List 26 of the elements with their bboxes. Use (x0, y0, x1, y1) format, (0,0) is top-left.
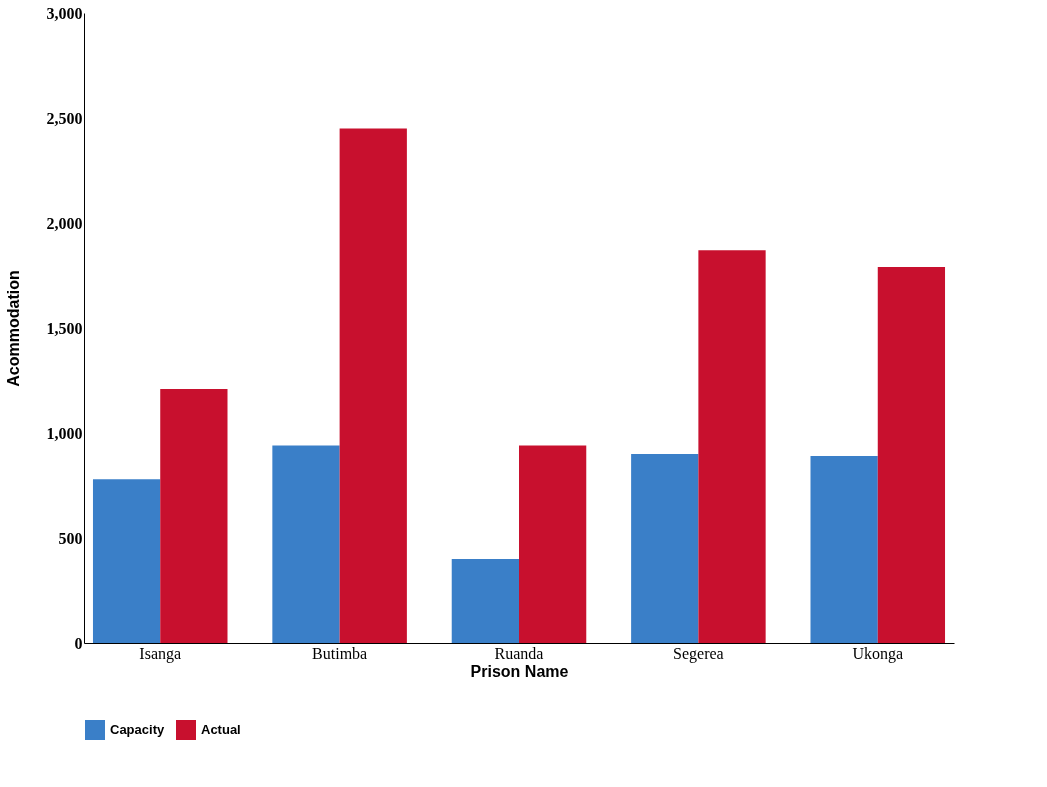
x-tick-label: Butimba (312, 644, 368, 662)
bar (339, 128, 407, 643)
x-tick-label: Segerea (673, 644, 724, 663)
y-tick-label: 3,000 (46, 4, 83, 22)
y-axis-title: Acommodation (4, 270, 22, 387)
x-tick-label: Ruanda (494, 644, 544, 662)
bar (810, 456, 878, 643)
x-tick-label: Isanga (139, 644, 182, 663)
legend-label: Capacity (110, 722, 165, 737)
y-tick-label: 1,500 (46, 319, 83, 337)
x-axis-title: Prison Name (470, 662, 569, 680)
x-tick-label: Ukonga (852, 644, 904, 663)
y-tick-label: 1,000 (46, 424, 83, 442)
y-tick-label: 2,000 (46, 214, 83, 232)
bar (519, 445, 587, 643)
bar (272, 445, 340, 643)
bar (698, 250, 766, 643)
bar (631, 454, 699, 643)
bar (451, 559, 519, 643)
y-tick-label: 0 (74, 634, 83, 652)
y-tick-label: 500 (58, 529, 83, 547)
bar (877, 267, 946, 643)
bar (92, 479, 161, 643)
y-tick-label: 2,500 (46, 109, 83, 127)
bar (160, 388, 228, 643)
legend-label: Actual (201, 722, 241, 737)
